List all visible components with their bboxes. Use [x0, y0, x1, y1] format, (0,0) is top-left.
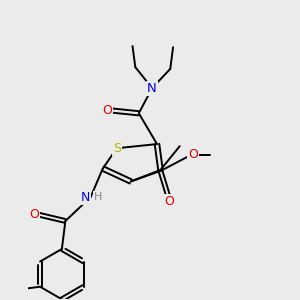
- Text: O: O: [102, 104, 112, 117]
- Text: S: S: [113, 142, 121, 155]
- Text: O: O: [29, 208, 39, 221]
- Text: H: H: [94, 192, 102, 202]
- Text: O: O: [188, 148, 198, 161]
- Text: O: O: [165, 195, 175, 208]
- Text: N: N: [147, 82, 157, 94]
- Text: N: N: [81, 191, 90, 204]
